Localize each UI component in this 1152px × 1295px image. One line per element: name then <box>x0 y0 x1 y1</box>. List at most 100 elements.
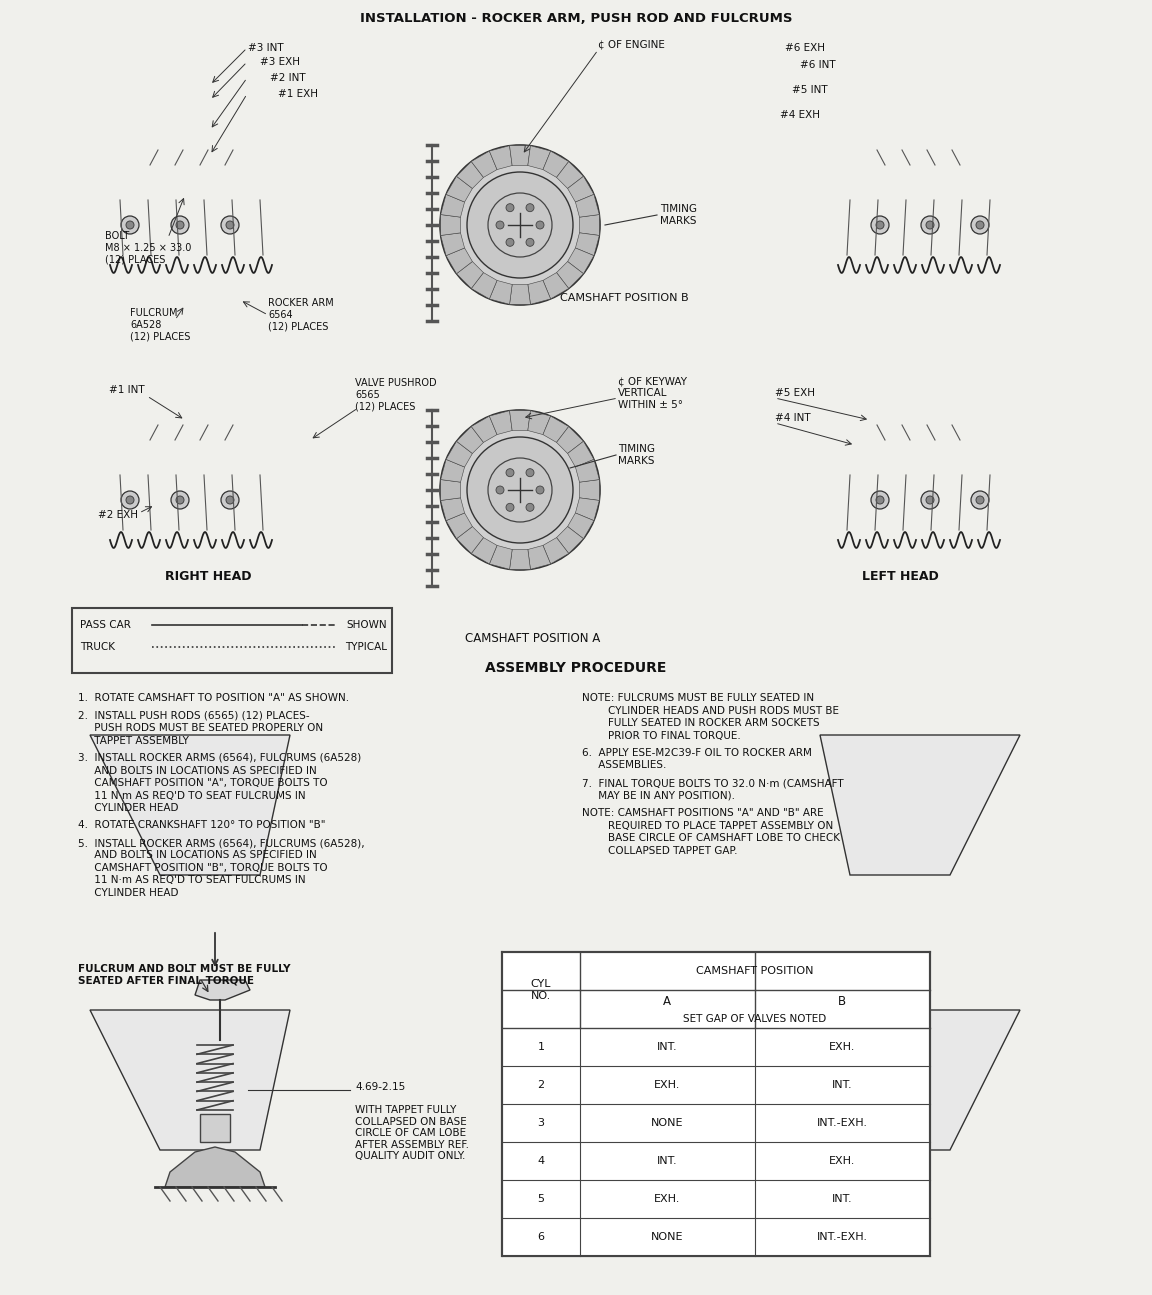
Polygon shape <box>456 426 484 453</box>
Polygon shape <box>456 527 484 553</box>
Circle shape <box>971 491 990 509</box>
Circle shape <box>121 216 139 234</box>
Polygon shape <box>576 497 599 521</box>
Text: #6 INT: #6 INT <box>799 60 835 70</box>
Text: NONE: NONE <box>651 1118 683 1128</box>
Polygon shape <box>820 1010 1020 1150</box>
Text: RIGHT HEAD: RIGHT HEAD <box>165 571 251 584</box>
Circle shape <box>536 221 544 229</box>
Polygon shape <box>528 411 551 435</box>
Circle shape <box>170 216 189 234</box>
Text: BASE CIRCLE OF CAMSHAFT LOBE TO CHECK: BASE CIRCLE OF CAMSHAFT LOBE TO CHECK <box>582 833 840 843</box>
Polygon shape <box>509 145 530 166</box>
Circle shape <box>971 216 990 234</box>
Circle shape <box>926 221 934 229</box>
Polygon shape <box>568 513 594 539</box>
Circle shape <box>221 216 238 234</box>
Polygon shape <box>568 247 594 273</box>
Text: CAMSHAFT POSITION: CAMSHAFT POSITION <box>696 966 813 976</box>
Text: #3 EXH: #3 EXH <box>260 57 300 67</box>
Bar <box>200 1114 230 1142</box>
Polygon shape <box>456 262 484 289</box>
Circle shape <box>467 436 573 543</box>
Circle shape <box>497 221 505 229</box>
Text: CYLINDER HEADS AND PUSH RODS MUST BE: CYLINDER HEADS AND PUSH RODS MUST BE <box>582 706 839 716</box>
Text: INT.: INT. <box>832 1080 852 1090</box>
Text: TIMING
MARKS: TIMING MARKS <box>617 444 655 466</box>
Text: NONE: NONE <box>651 1232 683 1242</box>
Text: CYLINDER HEAD: CYLINDER HEAD <box>78 888 179 897</box>
Text: NOTE: FULCRUMS MUST BE FULLY SEATED IN: NOTE: FULCRUMS MUST BE FULLY SEATED IN <box>582 693 814 703</box>
Polygon shape <box>471 273 497 299</box>
Text: ROCKER ARM
6564
(12) PLACES: ROCKER ARM 6564 (12) PLACES <box>268 298 334 332</box>
Polygon shape <box>490 145 513 170</box>
Circle shape <box>121 491 139 509</box>
Bar <box>502 952 930 1256</box>
Polygon shape <box>576 460 599 482</box>
Text: 4: 4 <box>538 1156 545 1166</box>
Text: AND BOLTS IN LOCATIONS AS SPECIFIED IN: AND BOLTS IN LOCATIONS AS SPECIFIED IN <box>78 851 317 860</box>
Text: SET GAP OF VALVES NOTED: SET GAP OF VALVES NOTED <box>683 1014 827 1023</box>
Text: EXH.: EXH. <box>654 1194 680 1204</box>
Text: ¢ OF ENGINE: ¢ OF ENGINE <box>598 39 665 49</box>
Text: TYPICAL: TYPICAL <box>344 642 387 651</box>
Polygon shape <box>568 176 594 202</box>
Text: 4.69-2.15: 4.69-2.15 <box>355 1083 406 1092</box>
Text: #1 EXH: #1 EXH <box>278 89 318 98</box>
Text: NOTE: CAMSHAFT POSITIONS "A" AND "B" ARE: NOTE: CAMSHAFT POSITIONS "A" AND "B" ARE <box>582 808 824 818</box>
Circle shape <box>526 238 535 246</box>
Circle shape <box>506 504 514 512</box>
Text: INT.: INT. <box>657 1156 677 1166</box>
Circle shape <box>536 486 544 493</box>
Text: #4 EXH: #4 EXH <box>780 110 820 120</box>
Circle shape <box>506 238 514 246</box>
Text: CAMSHAFT POSITION B: CAMSHAFT POSITION B <box>560 293 689 303</box>
Polygon shape <box>528 145 551 170</box>
Text: REQUIRED TO PLACE TAPPET ASSEMBLY ON: REQUIRED TO PLACE TAPPET ASSEMBLY ON <box>582 821 833 830</box>
Text: VALVE PUSHROD
6565
(12) PLACES: VALVE PUSHROD 6565 (12) PLACES <box>355 378 437 412</box>
Text: INT.-EXH.: INT.-EXH. <box>817 1118 867 1128</box>
Text: CYL
NO.: CYL NO. <box>531 979 552 1001</box>
Polygon shape <box>446 442 472 467</box>
Circle shape <box>526 504 535 512</box>
Text: 2.  INSTALL PUSH RODS (6565) (12) PLACES-: 2. INSTALL PUSH RODS (6565) (12) PLACES- <box>78 711 310 720</box>
Polygon shape <box>556 262 583 289</box>
Polygon shape <box>490 545 513 570</box>
Text: 6: 6 <box>538 1232 545 1242</box>
Text: INT.: INT. <box>832 1194 852 1204</box>
Text: MAY BE IN ANY POSITION).: MAY BE IN ANY POSITION). <box>582 790 735 800</box>
Text: WITH TAPPET FULLY
COLLAPSED ON BASE
CIRCLE OF CAM LOBE
AFTER ASSEMBLY REF.
QUALI: WITH TAPPET FULLY COLLAPSED ON BASE CIRC… <box>355 1105 469 1162</box>
Text: ASSEMBLY PROCEDURE: ASSEMBLY PROCEDURE <box>485 660 667 675</box>
Text: TAPPET ASSEMBLY: TAPPET ASSEMBLY <box>78 736 189 746</box>
Text: B: B <box>838 995 846 1008</box>
Polygon shape <box>528 281 551 304</box>
Polygon shape <box>441 497 464 521</box>
Text: 7.  FINAL TORQUE BOLTS TO 32.0 N·m (CAMSHAFT: 7. FINAL TORQUE BOLTS TO 32.0 N·m (CAMSH… <box>582 778 843 787</box>
Text: 1: 1 <box>538 1042 545 1052</box>
Text: 3: 3 <box>538 1118 545 1128</box>
Polygon shape <box>556 426 583 453</box>
Polygon shape <box>195 980 250 1000</box>
Text: ASSEMBLIES.: ASSEMBLIES. <box>582 760 666 771</box>
Polygon shape <box>556 527 583 553</box>
Polygon shape <box>556 162 583 189</box>
Polygon shape <box>456 162 484 189</box>
Circle shape <box>176 496 184 504</box>
Text: TIMING
MARKS: TIMING MARKS <box>660 205 697 225</box>
Text: ¢ OF KEYWAY
VERTICAL
WITHIN ± 5°: ¢ OF KEYWAY VERTICAL WITHIN ± 5° <box>617 377 687 409</box>
Circle shape <box>126 221 134 229</box>
Text: 6.  APPLY ESE-M2C39-F OIL TO ROCKER ARM: 6. APPLY ESE-M2C39-F OIL TO ROCKER ARM <box>582 749 812 758</box>
Polygon shape <box>441 479 461 500</box>
Text: CYLINDER HEAD: CYLINDER HEAD <box>78 803 179 813</box>
Polygon shape <box>471 152 497 177</box>
Polygon shape <box>579 479 599 500</box>
Circle shape <box>526 203 535 211</box>
Circle shape <box>170 491 189 509</box>
Text: A: A <box>664 995 670 1008</box>
Text: #3 INT: #3 INT <box>248 43 283 53</box>
Polygon shape <box>490 281 513 304</box>
Polygon shape <box>446 513 472 539</box>
Text: #4 INT: #4 INT <box>775 413 811 423</box>
Text: EXH.: EXH. <box>828 1042 855 1052</box>
Text: #2 INT: #2 INT <box>270 73 305 83</box>
